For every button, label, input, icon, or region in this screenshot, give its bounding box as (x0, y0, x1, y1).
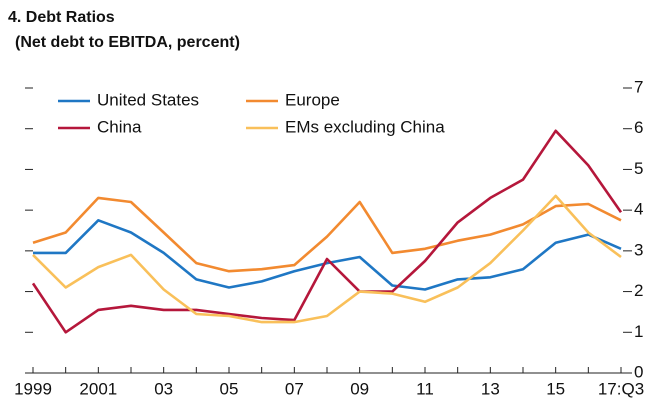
legend-label: United States (97, 90, 199, 109)
y-tick-label: 4 (634, 200, 643, 219)
legend-label: Europe (285, 90, 340, 109)
x-tick-label: 09 (350, 379, 369, 398)
series-line (31, 129, 623, 334)
x-tick-label: 07 (285, 379, 304, 398)
series-line (33, 219, 622, 291)
y-tick-label: 1 (634, 322, 643, 341)
y-tick-label: 2 (634, 281, 643, 300)
y-tick-label: 3 (634, 240, 643, 259)
series-line (32, 194, 622, 324)
y-tick-label: 7 (634, 77, 643, 96)
series-line (32, 196, 622, 273)
chart-subtitle: (Net debt to EBITDA, percent) (15, 34, 240, 51)
x-tick-label: 1999 (14, 379, 52, 398)
x-tick-label: 11 (416, 379, 434, 398)
x-tick-label: 17:Q3 (598, 379, 644, 398)
y-tick-label: 6 (634, 118, 643, 137)
x-tick-label: 2001 (79, 379, 117, 398)
x-tick-label: 05 (220, 379, 239, 398)
x-tick-label: 03 (154, 379, 173, 398)
y-tick-label: 5 (634, 159, 643, 178)
x-tick-label: 13 (481, 379, 500, 398)
y-tick-label: 0 (634, 362, 643, 381)
legend-label: China (97, 117, 142, 136)
x-tick-label: 15 (546, 379, 565, 398)
chart-title: 4. Debt Ratios (8, 9, 115, 26)
legend-label: EMs excluding China (285, 117, 445, 136)
